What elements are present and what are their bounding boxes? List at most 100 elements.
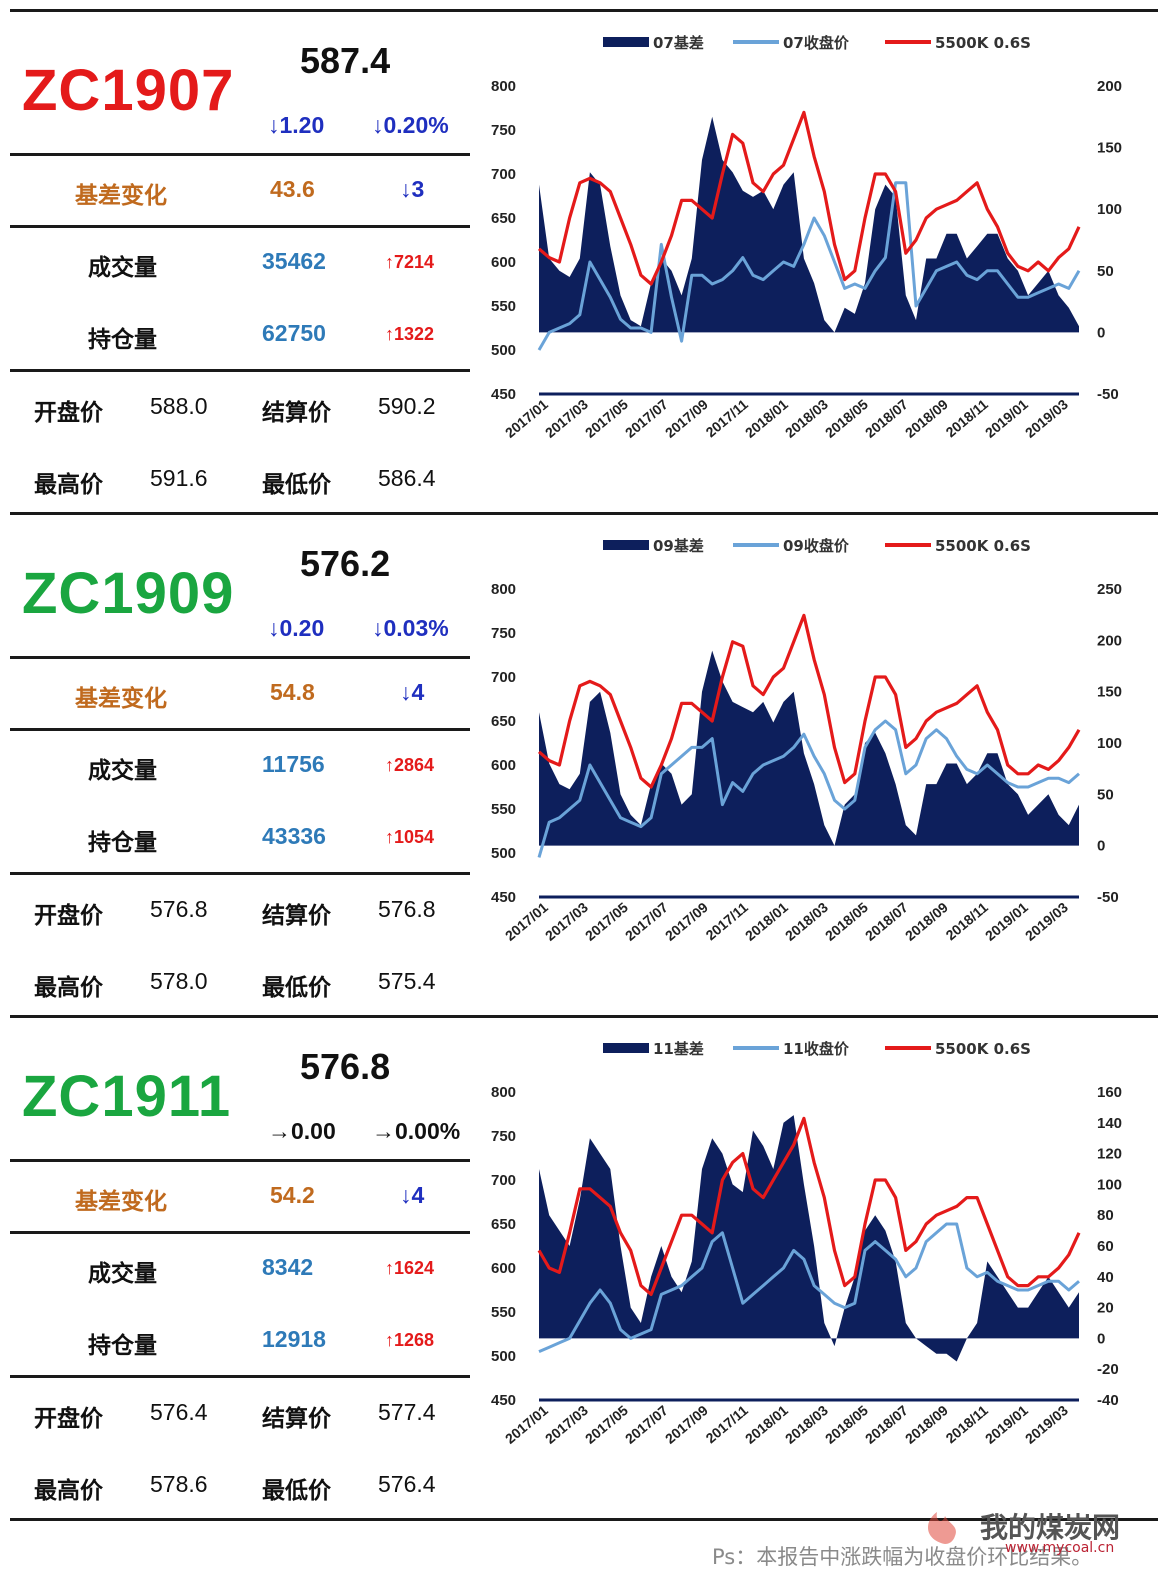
low-value: 586.4: [378, 465, 436, 491]
volume-change: ↑1624: [385, 1258, 435, 1278]
left-tick-label: 700: [491, 166, 516, 183]
divider: [10, 153, 470, 156]
legend-swatch: [603, 1043, 649, 1053]
price-change: →0.00: [268, 1118, 336, 1144]
high-label: 最高价: [34, 472, 103, 498]
low-value: 575.4: [378, 968, 436, 994]
open-interest-value: 43336: [262, 823, 326, 849]
x-tick-label: 2019/03: [1022, 396, 1071, 441]
x-tick-label: 2018/01: [742, 899, 791, 944]
right-tick-label: -40: [1097, 1392, 1119, 1409]
divider: [10, 1375, 470, 1378]
right-tick-label: 120: [1097, 1146, 1122, 1163]
open-value: 588.0: [150, 393, 208, 419]
settle-label: 结算价: [262, 903, 331, 929]
flame-icon: [927, 1512, 956, 1544]
left-tick-label: 600: [491, 757, 516, 774]
footer-note: Ps：本报告中涨跌幅为收盘价环比结果。: [712, 1545, 1093, 1569]
divider: [10, 1231, 470, 1234]
legend-label: 09收盘价: [783, 537, 850, 555]
low-label: 最低价: [262, 472, 331, 498]
x-tick-label: 2018/03: [782, 396, 831, 441]
left-tick-label: 550: [491, 801, 516, 818]
x-tick-label: 2019/01: [982, 1402, 1031, 1447]
contract-panel: ZC1909 576.2 ↓0.20 ↓0.03% 基差变化 54.8 ↓4 成…: [0, 515, 1173, 1020]
open-label: 开盘价: [34, 400, 103, 426]
low-label: 最低价: [262, 975, 331, 1001]
legend-label: 5500K 0.6S: [935, 537, 1031, 555]
x-tick-label: 2017/07: [622, 396, 671, 441]
high-value: 591.6: [150, 465, 208, 491]
basis-change: ↓4: [400, 679, 425, 705]
x-tick-label: 2018/05: [822, 396, 871, 441]
x-tick-label: 2019/01: [982, 396, 1031, 441]
x-tick-label: 2017/09: [662, 1402, 711, 1447]
volume-change: ↑7214: [385, 252, 435, 272]
high-label: 最高价: [34, 1478, 103, 1504]
x-tick-label: 2017/05: [582, 1402, 631, 1447]
contract-code: ZC1907: [22, 58, 235, 123]
open-interest-change: ↑1322: [385, 324, 435, 344]
open-interest-change: ↑1054: [385, 827, 435, 847]
x-tick-label: 2017/03: [542, 396, 591, 441]
legend-label: 11收盘价: [783, 1040, 850, 1058]
x-tick-label: 2018/01: [742, 1402, 791, 1447]
left-tick-label: 650: [491, 713, 516, 730]
left-tick-label: 700: [491, 1172, 516, 1189]
left-tick-label: 550: [491, 298, 516, 315]
settle-label: 结算价: [262, 1406, 331, 1432]
low-label: 最低价: [262, 1478, 331, 1504]
high-label: 最高价: [34, 975, 103, 1001]
x-tick-label: 2019/01: [982, 899, 1031, 944]
low-value: 576.4: [378, 1471, 436, 1497]
right-tick-label: -20: [1097, 1361, 1119, 1378]
basis-value: 54.2: [270, 1182, 315, 1208]
legend-swatch: [603, 540, 649, 550]
left-tick-label: 500: [491, 845, 516, 862]
bottom-rule: [10, 1518, 1158, 1521]
left-tick-label: 600: [491, 1260, 516, 1277]
right-tick-label: 140: [1097, 1115, 1122, 1132]
left-tick-label: 500: [491, 1348, 516, 1365]
last-price: 587.4: [300, 40, 391, 81]
right-tick-label: 0: [1097, 1330, 1105, 1347]
x-tick-label: 2019/03: [1022, 1402, 1071, 1447]
last-price: 576.8: [300, 1046, 391, 1087]
basis-price-chart: 09基差 09收盘价 5500K 0.6S800750700650600550500…: [491, 537, 1122, 944]
basis-value: 54.8: [270, 679, 315, 705]
spot-price-line: [537, 110, 1081, 286]
open-interest-value: 62750: [262, 320, 326, 346]
left-tick-label: 650: [491, 210, 516, 227]
x-tick-label: 2018/09: [902, 1402, 951, 1447]
open-value: 576.4: [150, 1399, 208, 1425]
price-change: ↓1.20: [268, 112, 325, 138]
right-tick-label: 20: [1097, 1300, 1114, 1317]
contract-code: ZC1911: [22, 1064, 232, 1129]
top-rule: [10, 9, 1158, 12]
open-interest-change: ↑1268: [385, 1330, 435, 1350]
left-tick-label: 450: [491, 386, 516, 403]
x-tick-label: 2018/09: [902, 899, 951, 944]
right-tick-label: 50: [1097, 263, 1114, 280]
contract-panel: ZC1907 587.4 ↓1.20 ↓0.20% 基差变化 43.6 ↓3 成…: [0, 12, 1173, 517]
basis-price-chart: 07基差 07收盘价 5500K 0.6S800750700650600550500…: [491, 34, 1122, 441]
basis-area: [539, 1115, 1079, 1362]
x-tick-label: 2017/09: [662, 899, 711, 944]
divider: [10, 369, 470, 372]
legend-label: 5500K 0.6S: [935, 1040, 1031, 1058]
legend-label: 07收盘价: [783, 34, 850, 52]
price-change-pct: ↓0.20%: [372, 112, 449, 138]
divider: [10, 872, 470, 875]
spot-price-line: [537, 1116, 1081, 1296]
volume-label: 成交量: [88, 758, 157, 784]
x-tick-label: 2017/11: [702, 396, 751, 440]
right-tick-label: 200: [1097, 78, 1122, 95]
open-value: 576.8: [150, 896, 208, 922]
legend-label: 07基差: [653, 34, 704, 52]
separator-2: [10, 1015, 1158, 1018]
right-tick-label: 50: [1097, 786, 1114, 803]
left-tick-label: 750: [491, 625, 516, 642]
left-tick-label: 800: [491, 1084, 516, 1101]
right-tick-label: 0: [1097, 324, 1105, 341]
close-price-line: [537, 719, 1080, 858]
